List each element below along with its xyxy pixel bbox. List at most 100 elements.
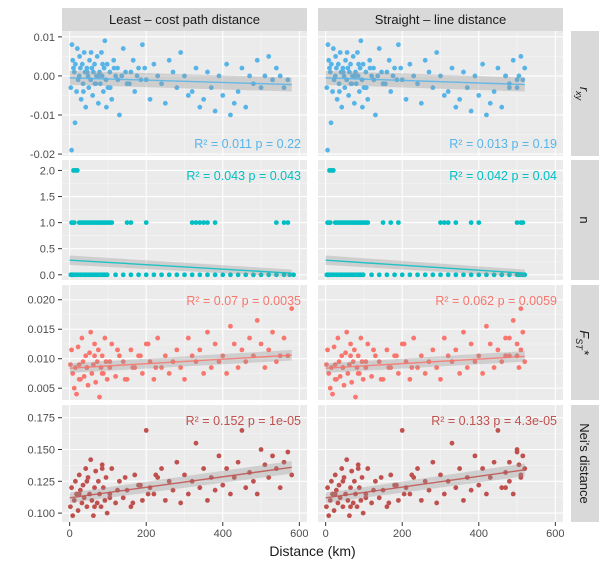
data-point bbox=[507, 459, 512, 465]
data-point bbox=[503, 335, 508, 341]
data-point bbox=[71, 65, 76, 71]
data-point bbox=[514, 341, 520, 347]
data-point bbox=[99, 50, 104, 55]
data-point bbox=[273, 220, 279, 226]
data-point bbox=[487, 341, 493, 347]
data-point bbox=[277, 73, 283, 79]
data-point bbox=[461, 69, 466, 75]
data-point bbox=[128, 347, 134, 353]
data-point bbox=[438, 272, 443, 278]
data-point bbox=[193, 220, 199, 226]
data-point bbox=[430, 459, 436, 465]
x-tick-label: 200 bbox=[393, 528, 411, 540]
data-point bbox=[139, 497, 145, 503]
data-point bbox=[369, 73, 374, 79]
data-point bbox=[79, 61, 85, 67]
data-point bbox=[516, 73, 522, 79]
data-point bbox=[166, 57, 172, 63]
data-point bbox=[453, 485, 459, 491]
data-point bbox=[378, 376, 384, 382]
data-point bbox=[208, 365, 214, 370]
data-point bbox=[235, 272, 241, 278]
data-point bbox=[87, 57, 92, 63]
data-point bbox=[336, 81, 342, 87]
data-point bbox=[83, 353, 89, 359]
data-point bbox=[453, 220, 459, 226]
data-point bbox=[178, 500, 184, 506]
data-point bbox=[340, 478, 346, 484]
data-point bbox=[360, 376, 366, 382]
facet-strip-row bbox=[571, 31, 599, 156]
data-point bbox=[468, 108, 474, 114]
data-point bbox=[281, 459, 287, 465]
data-point bbox=[136, 272, 141, 278]
data-point bbox=[151, 491, 157, 497]
data-point bbox=[326, 371, 332, 376]
data-point bbox=[224, 466, 230, 471]
data-point bbox=[398, 65, 404, 71]
data-point bbox=[132, 89, 138, 94]
data-point bbox=[331, 344, 337, 350]
data-point bbox=[348, 341, 353, 347]
data-point bbox=[205, 497, 210, 503]
data-point bbox=[85, 382, 91, 388]
stats-annotation: R² = 0.011 p = 0.22 bbox=[194, 137, 301, 151]
data-point bbox=[369, 500, 374, 506]
data-point bbox=[472, 453, 478, 459]
data-point bbox=[205, 220, 210, 226]
data-point bbox=[324, 362, 329, 368]
data-point bbox=[353, 394, 358, 400]
data-point bbox=[99, 462, 105, 468]
data-point bbox=[503, 73, 508, 79]
data-point bbox=[90, 362, 96, 368]
data-point bbox=[159, 81, 164, 87]
data-point bbox=[491, 89, 497, 94]
data-point bbox=[159, 272, 164, 278]
data-point bbox=[128, 272, 134, 278]
data-point bbox=[159, 365, 164, 370]
data-point bbox=[520, 329, 526, 335]
data-point bbox=[68, 362, 73, 368]
data-point bbox=[422, 57, 428, 63]
data-point bbox=[399, 428, 405, 433]
data-point bbox=[100, 61, 105, 67]
data-point bbox=[273, 65, 279, 71]
data-point bbox=[159, 466, 164, 471]
data-point bbox=[351, 478, 357, 484]
data-point bbox=[325, 485, 330, 491]
data-point bbox=[109, 220, 115, 226]
stats-annotation: R² = 0.133 p = 4.3e-05 bbox=[431, 414, 557, 428]
data-point bbox=[212, 487, 218, 493]
data-point bbox=[115, 65, 120, 71]
data-point bbox=[326, 57, 332, 63]
data-point bbox=[411, 335, 417, 341]
data-point bbox=[185, 491, 191, 497]
y-tick-label: 0.150 bbox=[27, 445, 55, 457]
data-point bbox=[449, 65, 455, 71]
data-point bbox=[430, 85, 436, 91]
data-point bbox=[88, 457, 94, 463]
data-point bbox=[70, 57, 76, 63]
data-point bbox=[69, 42, 75, 48]
data-point bbox=[335, 500, 341, 506]
data-point bbox=[281, 272, 287, 278]
data-point bbox=[71, 385, 77, 391]
stats-annotation: R² = 0.152 p = 1e-05 bbox=[186, 414, 301, 428]
data-point bbox=[360, 272, 366, 278]
data-point bbox=[480, 466, 486, 471]
data-point bbox=[75, 508, 81, 513]
data-point bbox=[333, 53, 339, 59]
y-tick-label: 0.175 bbox=[27, 413, 55, 425]
data-point bbox=[461, 329, 466, 335]
data-point bbox=[76, 73, 82, 79]
data-point bbox=[124, 220, 130, 226]
data-point bbox=[351, 347, 357, 353]
data-point bbox=[102, 38, 108, 44]
data-point bbox=[520, 453, 526, 459]
data-point bbox=[94, 359, 100, 365]
data-point bbox=[468, 220, 474, 226]
data-point bbox=[262, 462, 268, 468]
data-point bbox=[360, 104, 365, 110]
data-point bbox=[499, 104, 505, 110]
data-point bbox=[220, 272, 226, 278]
